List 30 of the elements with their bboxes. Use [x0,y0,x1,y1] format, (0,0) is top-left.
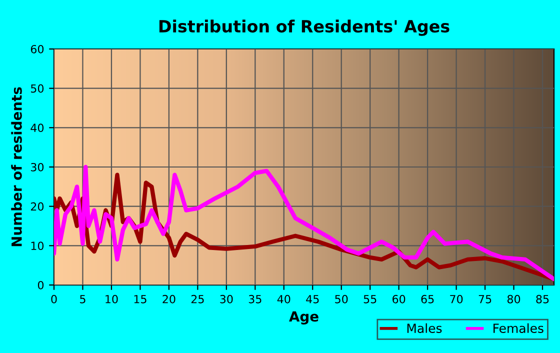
x-tick-label: 40 [277,294,290,304]
x-tick-label: 45 [306,295,319,304]
y-tick-label: 60 [30,44,44,54]
x-tick-label: 25 [191,294,204,304]
x-tick-label: 35 [248,294,262,304]
x-tick-label: 15 [134,295,146,304]
x-tick-label: 55 [364,295,376,304]
y-tick-label: 0 [38,280,44,290]
x-tick-label: 10 [106,294,118,304]
y-tick-label: 40 [30,124,44,132]
y-tick-label: 10 [31,242,44,250]
x-tick-label: 20 [162,294,176,304]
x-tick-label: 60 [392,294,406,304]
x-tick-label: 65 [421,294,434,304]
x-tick-label: 5 [80,295,86,304]
x-tick-label: 75 [478,295,492,304]
chart-title: Distribution of Residents' Ages [159,20,450,36]
y-tick-label: 30 [30,162,44,172]
x-tick-label: 30 [220,294,233,304]
legend-label: Females [494,323,544,333]
y-axis-title: Number of residents [11,87,22,246]
x-tick-label: 70 [450,294,463,304]
x-tick-label: 80 [507,294,520,304]
y-tick-label: 50 [30,84,44,93]
x-tick-label: 0 [51,294,57,304]
y-tick-label: 20 [30,202,44,211]
x-tick-label: 50 [335,294,348,304]
legend-label: Males [407,323,442,333]
x-tick-label: 85 [536,294,549,304]
x-axis-title: Age [289,311,318,324]
